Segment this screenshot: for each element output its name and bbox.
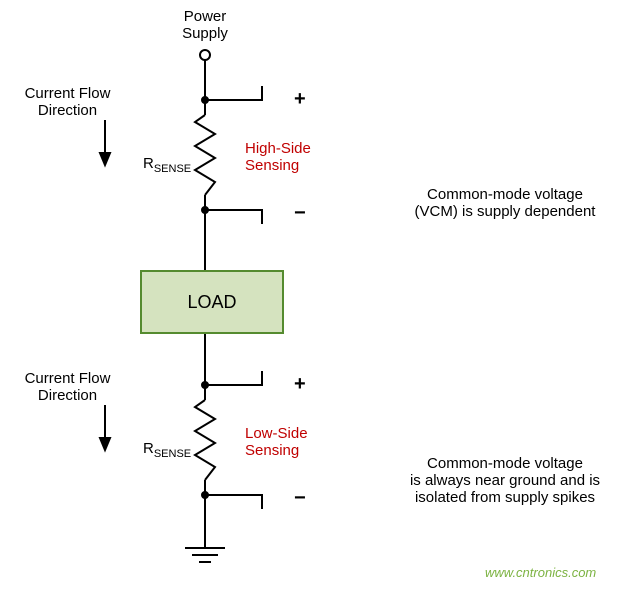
power-supply-label: Power Supply — [165, 8, 245, 42]
current-flow-label-1: Current Flow Direction — [20, 85, 115, 119]
vcm-low-label: Common-mode voltage is always near groun… — [395, 455, 615, 506]
current-flow-label-2: Current Flow Direction — [20, 370, 115, 404]
minus-sign-high: − — [294, 202, 306, 225]
plus-sign-low: + — [294, 373, 306, 396]
vcm-high-label: Common-mode voltage (VCM) is supply depe… — [400, 186, 610, 220]
plus-sign-high: + — [294, 88, 306, 111]
load-block: LOAD — [140, 270, 284, 334]
rsense-label-2: RSENSE — [143, 440, 191, 460]
load-label: LOAD — [187, 292, 236, 313]
low-side-label: Low-Side Sensing — [245, 425, 308, 459]
minus-sign-low: − — [294, 487, 306, 510]
watermark: www.cntronics.com — [485, 565, 596, 580]
rsense-label-1: RSENSE — [143, 155, 191, 175]
high-side-label: High-Side Sensing — [245, 140, 311, 174]
